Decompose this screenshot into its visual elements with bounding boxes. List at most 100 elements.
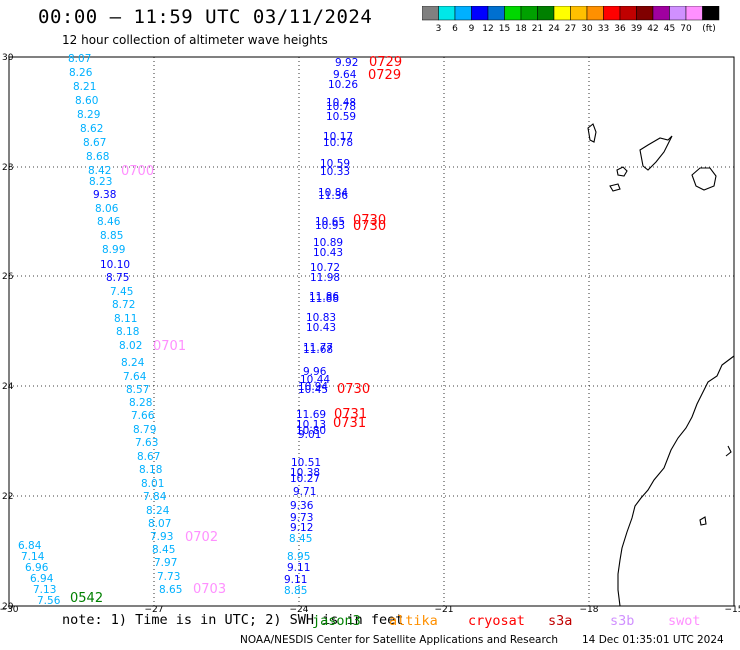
wave-height-label: 10.84 bbox=[318, 187, 348, 199]
footer-note: note: 1) Time is in UTC; 2) SWH is in fe… bbox=[62, 612, 404, 628]
pass-time-label: 0730 bbox=[353, 213, 386, 228]
pass-time-label: 0703 bbox=[193, 582, 226, 597]
wave-height-label: 10.33 bbox=[320, 166, 350, 178]
wave-height-label: 10.27 bbox=[290, 473, 320, 485]
wave-height-label: 10.78 bbox=[323, 137, 353, 149]
wave-height-label: 11.68 bbox=[303, 344, 333, 356]
latitude-tick-label: 30 bbox=[2, 53, 14, 63]
wave-height-label: 10.65 bbox=[315, 216, 345, 228]
longitude-tick-label: −30 bbox=[0, 605, 19, 615]
color-scale-label: 45 bbox=[664, 24, 675, 34]
wave-height-label: 8.85 bbox=[100, 230, 123, 242]
wave-height-label: 10.13 bbox=[296, 419, 326, 431]
wave-height-label: 9.73 bbox=[290, 512, 313, 524]
small-islet bbox=[699, 516, 707, 526]
wave-height-label: 7.64 bbox=[123, 371, 147, 383]
wave-height-label: 7.14 bbox=[21, 551, 45, 563]
footer-generated-date: 14 Dec 01:35:01 UTC 2024 bbox=[582, 634, 724, 646]
wave-height-label: 9.11 bbox=[287, 562, 310, 574]
color-scale-label: 36 bbox=[614, 24, 626, 34]
wave-height-label: 10.93 bbox=[315, 220, 345, 232]
wave-height-label: 10.94 bbox=[298, 381, 328, 393]
pass-time-label: 0731 bbox=[334, 407, 367, 422]
wave-height-label: 7.93 bbox=[150, 531, 173, 543]
wave-height-label: 8.85 bbox=[284, 585, 307, 597]
wave-height-label: 8.28 bbox=[129, 397, 152, 409]
wave-height-label: 7.73 bbox=[157, 571, 180, 583]
wave-height-label: 10.26 bbox=[328, 79, 358, 91]
map-subtitle: 12 hour collection of altimeter wave hei… bbox=[62, 33, 328, 47]
wave-height-label: 8.60 bbox=[75, 95, 98, 107]
color-scale-label: 12 bbox=[482, 24, 493, 34]
wave-height-label: 7.13 bbox=[33, 584, 56, 596]
wave-height-label: 8.24 bbox=[146, 505, 170, 517]
pass-time-label: 0729 bbox=[369, 55, 402, 70]
wave-height-label: 10.43 bbox=[306, 322, 336, 334]
wave-height-label: 10.44 bbox=[300, 374, 330, 386]
wave-height-label: 10.89 bbox=[313, 237, 343, 249]
color-scale-label: 9 bbox=[469, 24, 475, 34]
longitude-tick-label: −27 bbox=[145, 605, 164, 615]
wave-height-label: 6.94 bbox=[30, 573, 54, 585]
wave-height-label: 6.96 bbox=[25, 562, 49, 574]
longitude-tick-label: −15 bbox=[725, 605, 740, 615]
longitude-tick-label: −18 bbox=[580, 605, 599, 615]
legend-jason3: jason3 bbox=[312, 613, 361, 629]
wave-height-label: 10.43 bbox=[313, 247, 343, 259]
wave-height-label: 8.21 bbox=[73, 81, 96, 93]
wave-height-label: 8.07 bbox=[148, 518, 171, 530]
pass-time-label: 0730 bbox=[337, 382, 370, 397]
wave-height-label: 8.68 bbox=[86, 151, 109, 163]
wave-height-label: 6.84 bbox=[18, 540, 42, 552]
latitude-tick-label: 22 bbox=[2, 492, 13, 502]
wave-height-label: 8.75 bbox=[106, 272, 129, 284]
wave-height-label: 10.83 bbox=[306, 312, 336, 324]
wave-height-label: 11.77 bbox=[303, 342, 333, 354]
wave-height-label: 8.72 bbox=[112, 299, 135, 311]
latitude-tick-label: 26 bbox=[2, 272, 14, 282]
la-palma-island bbox=[587, 123, 597, 143]
wave-height-label: 8.99 bbox=[102, 244, 125, 256]
wave-height-label: 8.29 bbox=[77, 109, 100, 121]
footer-credit: NOAA/NESDIS Center for Satellite Applica… bbox=[240, 634, 558, 646]
map-title: 00:00 – 11:59 UTC 03/11/2024 bbox=[38, 6, 373, 28]
lat-lon-grid bbox=[9, 57, 734, 606]
pass-time-label: 0542 bbox=[70, 591, 103, 606]
color-scale-label: 18 bbox=[515, 24, 527, 34]
wave-height-label: 9.64 bbox=[333, 69, 357, 81]
wave-height-label: 8.26 bbox=[69, 67, 93, 79]
color-swatch bbox=[702, 6, 720, 21]
color-scale-label: 70 bbox=[680, 24, 692, 34]
wave-height-label: 10.72 bbox=[310, 262, 340, 274]
la-gomera-island bbox=[616, 166, 628, 177]
color-scale-legend: 3 6 9 12 15 18 21 24 27 30 33 36 39 42 45 70 (ft) bbox=[422, 6, 720, 34]
pass-time-label: 0729 bbox=[368, 68, 401, 83]
pass-time-label: 0730 bbox=[353, 219, 386, 234]
legend-s3b: s3b bbox=[610, 613, 635, 629]
wave-height-label: 8.23 bbox=[89, 176, 112, 188]
wave-height-label: 8.02 bbox=[119, 340, 142, 352]
color-scale-label: 24 bbox=[548, 24, 560, 34]
wave-height-label: 7.63 bbox=[135, 437, 158, 449]
wave-height-label: 8.18 bbox=[116, 326, 139, 338]
wave-height-label: 9.96 bbox=[303, 366, 327, 378]
wave-height-label: 9.38 bbox=[93, 189, 116, 201]
wave-height-label: 8.67 bbox=[83, 137, 106, 149]
color-scale-label: 42 bbox=[647, 24, 658, 34]
color-scale-label: 6 bbox=[452, 24, 458, 34]
latitude-tick-label: 20 bbox=[2, 602, 14, 612]
wave-height-label: 7.66 bbox=[131, 410, 155, 422]
color-scale-label: 33 bbox=[598, 24, 609, 34]
wave-height-label: 10.48 bbox=[326, 97, 356, 109]
wave-height-label: 8.01 bbox=[141, 478, 164, 490]
wave-height-label: 10.59 bbox=[320, 158, 350, 170]
color-scale-label: 30 bbox=[581, 24, 593, 34]
el-hierro-island bbox=[609, 183, 621, 192]
pass-time-label: 0701 bbox=[153, 339, 186, 354]
pass-time-label: 0731 bbox=[333, 416, 366, 431]
coastline bbox=[587, 123, 735, 607]
legend-swot: swot bbox=[668, 613, 701, 629]
wave-height-label: 8.18 bbox=[139, 464, 162, 476]
wave-height-label: 11.98 bbox=[310, 272, 340, 284]
wave-height-label: 9.12 bbox=[290, 522, 313, 534]
